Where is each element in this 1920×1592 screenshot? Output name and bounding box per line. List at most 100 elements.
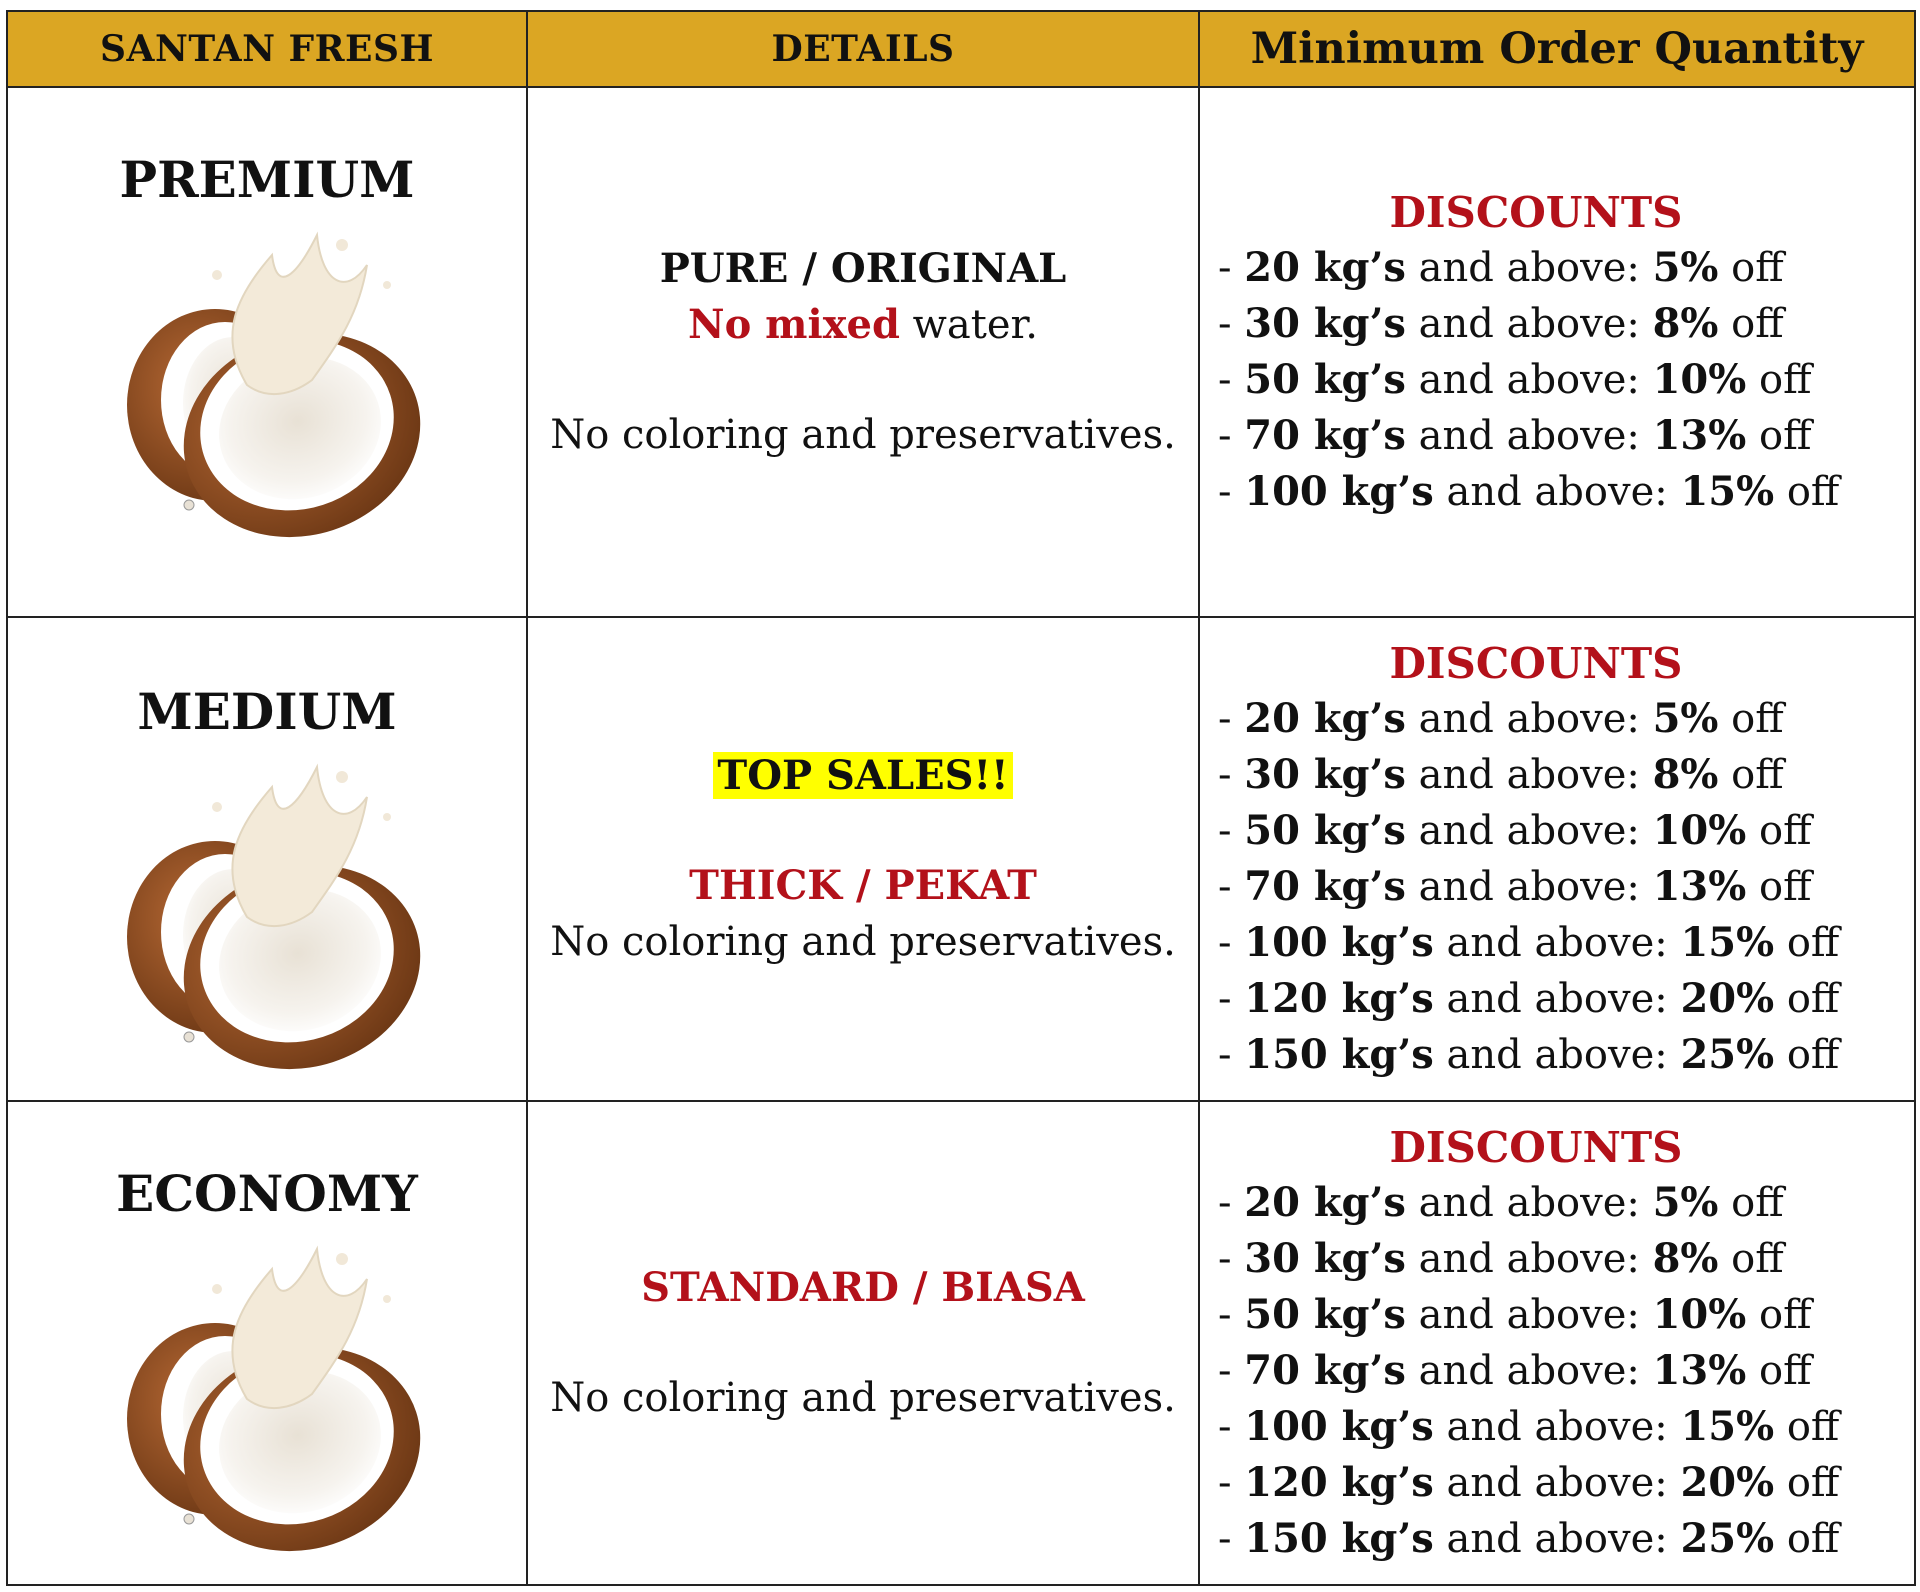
- discount-mid: and above:: [1433, 919, 1681, 966]
- discount-mid: and above:: [1433, 1459, 1681, 1506]
- discount-rule: - 20 kg’s and above: 5% off: [1218, 694, 1784, 742]
- discount-tail: off: [1774, 1031, 1840, 1078]
- discounts-cell: DISCOUNTS - 20 kg’s and above: 5% off - 3…: [1198, 616, 1916, 1102]
- discount-pct: 10%: [1652, 1290, 1747, 1338]
- discount-qty: 150 kg’s: [1244, 1030, 1434, 1078]
- discount-pct: 25%: [1680, 1514, 1775, 1562]
- discount-tail: off: [1718, 695, 1784, 742]
- discount-rule: - 30 kg’s and above: 8% off: [1218, 750, 1784, 798]
- discount-list: - 20 kg’s and above: 5% off - 30 kg’s and…: [1218, 240, 1914, 520]
- header-min-order: Minimum Order Quantity: [1198, 10, 1916, 88]
- discount-mid: and above:: [1405, 1291, 1653, 1338]
- discount-pct: 20%: [1680, 1458, 1775, 1506]
- discount-pct: 10%: [1652, 806, 1747, 854]
- header-row: SANTAN FRESH DETAILS Minimum Order Quant…: [6, 10, 1916, 88]
- top-sales-badge: TOP SALES!!: [528, 748, 1198, 804]
- discount-rule: - 100 kg’s and above: 15% off: [1218, 1402, 1840, 1450]
- details-headline: PURE / ORIGINAL: [659, 245, 1067, 292]
- discount-mid: and above:: [1405, 1179, 1653, 1226]
- discount-mid: and above:: [1405, 356, 1653, 403]
- details-red-text: No mixed: [688, 301, 900, 348]
- tier-name: ECONOMY: [116, 1164, 418, 1223]
- discount-rule: - 150 kg’s and above: 25% off: [1218, 1030, 1840, 1078]
- discount-qty: 20 kg’s: [1244, 243, 1406, 291]
- discount-tail: off: [1746, 412, 1812, 459]
- discounts-title: DISCOUNTS: [1389, 187, 1683, 237]
- discount-tail: off: [1718, 244, 1784, 291]
- discount-pct: 13%: [1652, 1346, 1747, 1394]
- discount-qty: 150 kg’s: [1244, 1514, 1434, 1562]
- discount-rule: - 100 kg’s and above: 15% off: [1218, 918, 1840, 966]
- discount-tail: off: [1774, 919, 1840, 966]
- discount-tail: off: [1718, 300, 1784, 347]
- discount-tail: off: [1746, 807, 1812, 854]
- tier-cell: MEDIUM: [6, 616, 528, 1102]
- discount-pct: 15%: [1680, 918, 1775, 966]
- discount-tail: off: [1746, 356, 1812, 403]
- details-headline: THICK / PEKAT: [689, 862, 1037, 909]
- discount-pct: 8%: [1652, 750, 1719, 798]
- discount-rule: - 30 kg’s and above: 8% off: [1218, 299, 1784, 347]
- discount-tail: off: [1718, 1235, 1784, 1282]
- discount-mid: and above:: [1433, 1515, 1681, 1562]
- discount-qty: 20 kg’s: [1244, 694, 1406, 742]
- discount-qty: 100 kg’s: [1244, 1402, 1434, 1450]
- discount-tail: off: [1774, 1403, 1840, 1450]
- discount-rule: - 50 kg’s and above: 10% off: [1218, 1290, 1812, 1338]
- discount-mid: and above:: [1433, 1031, 1681, 1078]
- discount-tail: off: [1746, 1291, 1812, 1338]
- details-cell: PURE / ORIGINAL No mixed water. No color…: [526, 86, 1200, 618]
- discount-pct: 5%: [1652, 243, 1719, 291]
- discount-pct: 10%: [1652, 355, 1747, 403]
- discount-pct: 15%: [1680, 1402, 1775, 1450]
- discounts-cell: DISCOUNTS - 20 kg’s and above: 5% off - 3…: [1198, 86, 1916, 618]
- coconut-milk-splash-icon: [127, 763, 421, 1070]
- details-cell: STANDARD / BIASA No coloring and preserv…: [526, 1100, 1200, 1586]
- discount-qty: 100 kg’s: [1244, 467, 1434, 515]
- tier-row-economy: ECONOMY STANDARD / BIASA No coloring and…: [6, 1100, 1916, 1586]
- discount-rule: - 20 kg’s and above: 5% off: [1218, 1178, 1784, 1226]
- discount-rule: - 70 kg’s and above: 13% off: [1218, 411, 1812, 459]
- coconut-milk-splash-icon: [127, 1245, 421, 1552]
- discount-mid: and above:: [1405, 695, 1653, 742]
- discounts-title: DISCOUNTS: [1389, 1122, 1683, 1172]
- discount-tail: off: [1774, 1515, 1840, 1562]
- discount-rule: - 30 kg’s and above: 8% off: [1218, 1234, 1784, 1282]
- tier-row-premium: PREMIUM PURE / ORIGINAL No mixed water. …: [6, 86, 1916, 618]
- discount-rule: - 100 kg’s and above: 15% off: [1218, 467, 1840, 515]
- discount-rule: - 150 kg’s and above: 25% off: [1218, 1514, 1840, 1562]
- discount-pct: 5%: [1652, 694, 1719, 742]
- discount-pct: 8%: [1652, 299, 1719, 347]
- details-rest-text: water.: [899, 302, 1038, 348]
- coconut-milk-splash-icon: [127, 231, 421, 538]
- details-note: No coloring and preservatives.: [550, 412, 1176, 458]
- discounts-cell: DISCOUNTS - 20 kg’s and above: 5% off - 3…: [1198, 1100, 1916, 1586]
- discount-qty: 20 kg’s: [1244, 1178, 1406, 1226]
- discount-tail: off: [1774, 1459, 1840, 1506]
- discount-qty: 120 kg’s: [1244, 974, 1434, 1022]
- tier-name: PREMIUM: [119, 150, 415, 209]
- discount-qty: 70 kg’s: [1244, 411, 1406, 459]
- discount-mid: and above:: [1405, 751, 1653, 798]
- discount-mid: and above:: [1433, 1403, 1681, 1450]
- discount-pct: 13%: [1652, 862, 1747, 910]
- discount-qty: 50 kg’s: [1244, 806, 1406, 854]
- discount-tail: off: [1746, 1347, 1812, 1394]
- details-note: No coloring and preservatives.: [550, 1375, 1176, 1421]
- discount-qty: 100 kg’s: [1244, 918, 1434, 966]
- discount-qty: 50 kg’s: [1244, 355, 1406, 403]
- discount-qty: 70 kg’s: [1244, 862, 1406, 910]
- discount-rule: - 120 kg’s and above: 20% off: [1218, 1458, 1840, 1506]
- discount-mid: and above:: [1405, 300, 1653, 347]
- discount-qty: 50 kg’s: [1244, 1290, 1406, 1338]
- discount-qty: 120 kg’s: [1244, 1458, 1434, 1506]
- discount-tail: off: [1746, 863, 1812, 910]
- discount-qty: 30 kg’s: [1244, 1234, 1406, 1282]
- discount-mid: and above:: [1405, 1347, 1653, 1394]
- tier-row-medium: MEDIUM TOP SALES!! THICK / PEKAT No colo…: [6, 616, 1916, 1102]
- discount-rule: - 20 kg’s and above: 5% off: [1218, 243, 1784, 291]
- discount-mid: and above:: [1433, 468, 1681, 515]
- discount-mid: and above:: [1405, 244, 1653, 291]
- discount-rule: - 50 kg’s and above: 10% off: [1218, 355, 1812, 403]
